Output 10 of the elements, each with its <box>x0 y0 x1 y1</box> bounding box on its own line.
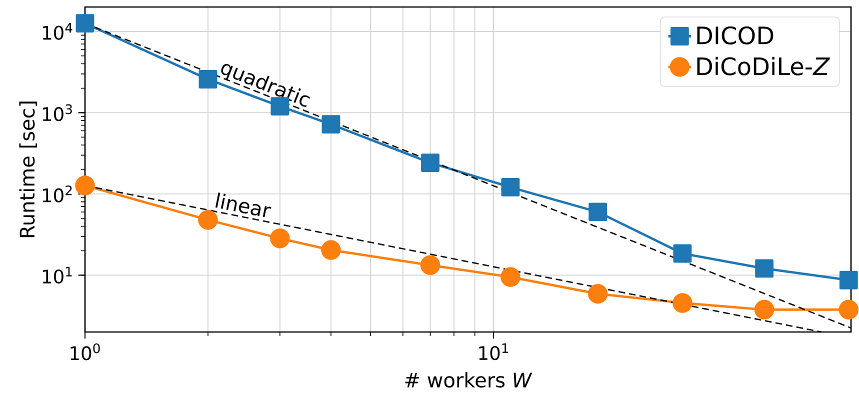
y-tick-label: 10$^{3}$ <box>42 104 72 122</box>
y-axis-title: Runtime [sec] <box>19 102 38 238</box>
legend-label: DICOD <box>697 26 774 44</box>
annotation: linear <box>215 192 272 218</box>
legend-label: DiCoDiLe-Z <box>697 56 830 76</box>
y-tick-label: 10$^{1}$ <box>42 266 72 284</box>
y-tick-label: 10$^{4}$ <box>42 23 72 40</box>
x-axis-title: # workers W <box>405 372 532 388</box>
x-tick-label: 10$^{0}$ <box>70 343 100 360</box>
y-tick-label: 10$^{2}$ <box>42 185 72 202</box>
